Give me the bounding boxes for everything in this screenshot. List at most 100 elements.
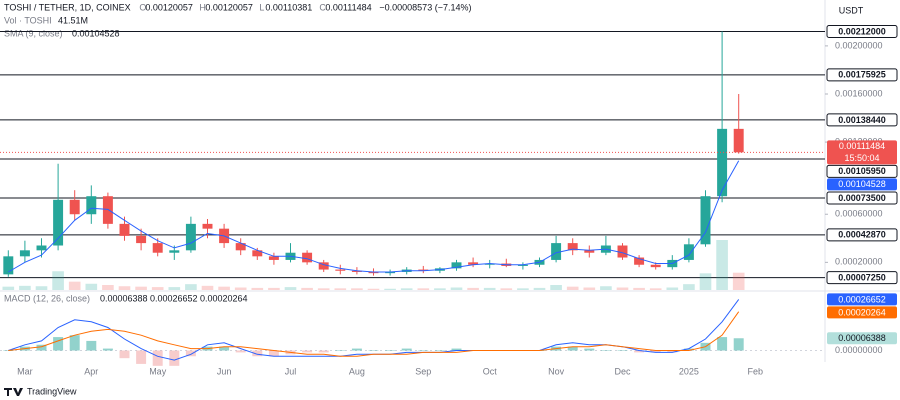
volume-bar [301,287,313,290]
volume-bar [384,288,396,290]
macd-histogram-bar [268,350,279,357]
level-label: 0.00212000 [838,26,886,36]
ohlc-key: L [259,2,264,12]
macd-histogram-bar [136,350,147,364]
level-label: 0.00175925 [838,70,886,80]
macd-histogram-bar [567,346,578,351]
level-label-box [826,24,898,38]
level-label-box [826,68,898,82]
x-tick-label: Jun [217,366,232,376]
sma-last-label-box [827,178,897,191]
macd-histogram-bar [650,350,661,353]
volume-bar [467,287,479,290]
volume-bar [716,240,728,290]
last-price-label: 0.00111484 [839,141,885,151]
x-tick-label: Dec [614,366,631,376]
volume-bar [666,287,679,290]
last-price-label-box [827,140,897,165]
y-tick-label: 0.00020000 [835,257,883,267]
volume-bar [550,285,562,290]
volume-bar [583,287,596,290]
volume-bar [52,271,64,290]
volume-bar [533,287,546,290]
macd-label: MACD (12, 26, close) [4,293,90,303]
macd-histogram-bar [385,350,396,351]
macd-histogram-bar [219,346,230,351]
macd-histogram-bar [86,340,97,351]
volume-bar [268,287,280,290]
macd-histogram-bar [634,350,645,353]
level-label-box [826,164,898,178]
hist-last-label: 0.00006388 [838,333,886,343]
candle-body [152,243,163,253]
x-tick-label: Oct [483,366,498,376]
brand-logo [4,388,23,396]
macd-tick-label: 0.00000000 [835,345,883,355]
macd-histogram-bar [584,348,595,351]
volume-bar [334,288,347,290]
volume-bar [118,286,131,290]
macd-histogram-bar [600,350,611,351]
volume-bar [19,285,31,290]
macd-histogram-bar [717,337,728,351]
candle-body [617,245,628,258]
volume-bar [317,288,330,290]
ohlc-value: 0.00120057 [205,2,253,12]
macd-histogram-bar [401,348,412,351]
candle-body [102,196,113,224]
volume-bar [400,288,413,290]
macd-histogram-bar [102,348,113,351]
macd-histogram-bar [3,350,14,351]
volume-bar [699,273,712,290]
volume-bar [600,286,612,290]
ohlc-change: −0.00008573 (−7.14%) [379,2,471,12]
macd-histogram-bar [434,350,445,351]
candle-body [235,243,246,251]
macd-histogram-bar [53,337,64,351]
volume-bar [251,287,264,290]
candle-body [717,128,728,197]
volume-bar [234,287,247,290]
volume-bar [35,286,48,290]
macd-histogram-bar [683,348,694,351]
macd-histogram-bar [252,350,263,357]
macd-histogram-bar [235,350,246,353]
volume-bar [367,288,380,290]
macd-histogram-bar [69,335,80,351]
signal-line [8,311,740,357]
x-tick-label: Feb [748,366,764,376]
ohlc-value: 0.00110381 [265,2,312,12]
candle-body [3,256,14,275]
currency: USDT [839,5,864,15]
candle-body [302,252,313,263]
macd-histogram-bar [667,350,678,353]
x-tick-label: Aug [349,366,365,376]
level-label-box [826,228,898,242]
candle-body [169,250,180,253]
level-label: 0.00007250 [838,273,886,283]
volume-bar [85,283,98,290]
sma-last: 0.00104528 [72,28,120,38]
candle-body [19,250,30,257]
macd-histogram-bar [36,344,47,351]
candle-body [468,262,479,265]
candle-body [368,271,379,274]
candle-body [268,256,279,260]
macd-last-label: 0.00026652 [838,294,886,304]
volume-bar [135,286,147,290]
level-label: 0.00042870 [838,230,886,240]
x-tick-label: Sep [415,366,431,376]
volume-bar [168,287,181,290]
level-label: 0.00073500 [838,193,886,203]
candle-body [650,264,661,268]
candle-body [733,128,744,153]
volume-bar [616,287,629,290]
volume-bar [483,287,496,290]
candle-body [418,269,429,271]
y-tick-label: 0.00200000 [835,40,883,50]
volume-bar [284,287,297,290]
volume-bar [2,286,15,290]
volume-bar [649,288,662,290]
level-label: 0.00138440 [838,115,886,125]
